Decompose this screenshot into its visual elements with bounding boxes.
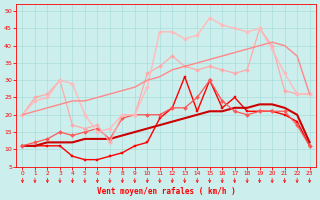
X-axis label: Vent moyen/en rafales ( km/h ): Vent moyen/en rafales ( km/h ) <box>97 187 236 196</box>
